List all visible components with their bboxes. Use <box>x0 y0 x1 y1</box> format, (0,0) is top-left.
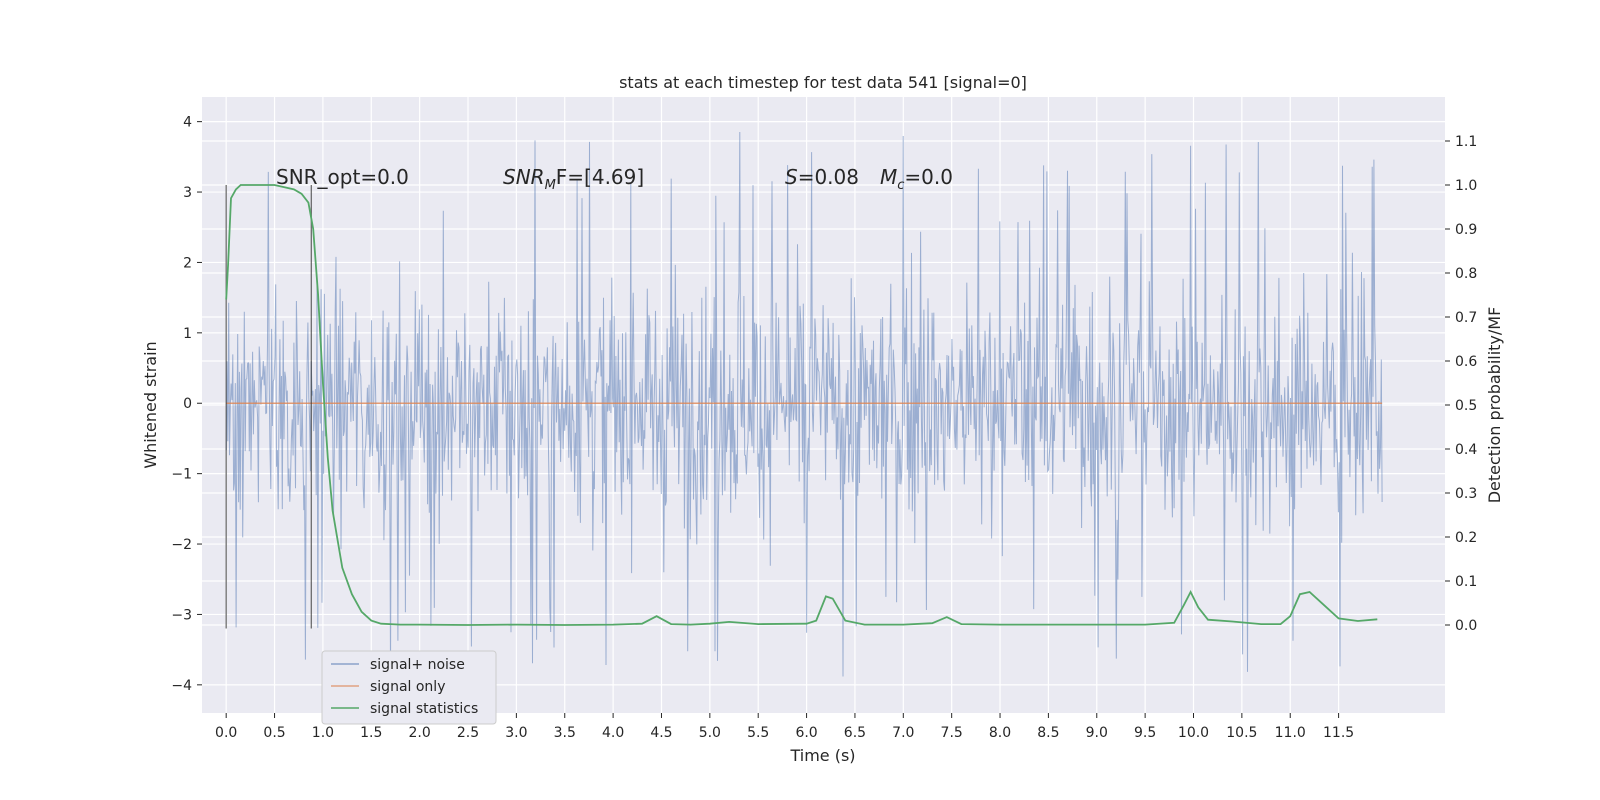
annotation-mc: Mc=0.0 <box>880 165 953 193</box>
mc-val: =0.0 <box>904 165 953 189</box>
y-tick-label-left: −3 <box>171 607 192 623</box>
y-tick-label-left: 2 <box>183 255 192 271</box>
x-tick-label: 2.0 <box>409 725 431 741</box>
s-val: =0.08 <box>798 165 859 189</box>
legend-label-signal: signal only <box>370 679 445 695</box>
legend-box <box>321 650 497 725</box>
snr-mf-rest: F=[4.69] <box>556 165 644 189</box>
y-tick-label-right: 0.2 <box>1455 530 1477 546</box>
y-axis-label-right: Detection probability/MF <box>1485 307 1504 504</box>
x-tick-label: 9.5 <box>1134 725 1156 741</box>
y-tick-label-left: −4 <box>171 678 192 694</box>
x-tick-label: 4.5 <box>650 725 672 741</box>
x-tick-label: 7.0 <box>892 725 914 741</box>
y-tick-label-right: 0.0 <box>1455 618 1477 634</box>
x-tick-label: 11.0 <box>1275 725 1306 741</box>
annotation-s: S=0.08 <box>785 165 859 189</box>
y-tick-label-right: 1.0 <box>1455 178 1477 194</box>
y-tick-label-right: 0.9 <box>1455 222 1477 238</box>
x-axis-label: Time (s) <box>789 746 855 765</box>
x-tick-label: 0.0 <box>215 725 237 741</box>
y-tick-label-left: 3 <box>183 185 192 201</box>
legend-label-noise: signal+ noise <box>370 657 465 673</box>
x-tick-label: 3.5 <box>554 725 576 741</box>
x-tick-label: 11.5 <box>1323 725 1354 741</box>
x-tick-label: 10.0 <box>1178 725 1209 741</box>
x-tick-label: 6.5 <box>844 725 866 741</box>
snr-mf-sub: M <box>545 178 556 193</box>
annotation-snr-opt: SNR_opt=0.0 <box>276 165 409 189</box>
x-tick-label: 5.5 <box>747 725 769 741</box>
y-tick-label-left: −1 <box>171 467 192 483</box>
legend-label-stats: signal statistics <box>370 701 478 717</box>
y-tick-label-left: 4 <box>183 115 192 131</box>
x-tick-label: 4.0 <box>602 725 624 741</box>
x-tick-label: 6.0 <box>795 725 817 741</box>
x-tick-label: 1.0 <box>312 725 334 741</box>
x-tick-label: 8.0 <box>989 725 1011 741</box>
y-tick-label-left: −2 <box>171 537 192 553</box>
mc-sub: c <box>897 178 904 193</box>
series-signal-noise <box>225 131 1383 677</box>
x-tick-label: 0.5 <box>263 725 285 741</box>
x-tick-label: 1.5 <box>360 725 382 741</box>
x-tick-label: 10.5 <box>1226 725 1257 741</box>
y-tick-label-left: 0 <box>183 396 192 412</box>
y-tick-label-right: 0.7 <box>1455 310 1477 326</box>
traces <box>225 131 1383 677</box>
s-var: S <box>785 165 798 189</box>
x-tick-label: 3.0 <box>505 725 527 741</box>
x-tick-label: 7.5 <box>941 725 963 741</box>
y-tick-label-left: 1 <box>183 326 192 342</box>
series-signal-statistics <box>225 184 1378 626</box>
legend: signal+ noise signal only signal statist… <box>321 650 497 725</box>
y-tick-label-right: 0.4 <box>1455 442 1477 458</box>
chart-title: stats at each timestep for test data 541… <box>619 73 1027 92</box>
y-axis-label-left: Whitened strain <box>141 341 160 468</box>
annotation-snr-mf: SNRMF=[4.69] <box>503 165 644 193</box>
snr-mf-base: SNR <box>503 165 545 189</box>
y-tick-label-right: 0.6 <box>1455 354 1477 370</box>
x-tick-label: 5.0 <box>699 725 721 741</box>
y-tick-label-right: 0.5 <box>1455 398 1477 414</box>
x-tick-label: 8.5 <box>1037 725 1059 741</box>
y-tick-label-right: 1.1 <box>1455 134 1477 150</box>
x-tick-label: 2.5 <box>457 725 479 741</box>
y-tick-label-right: 0.8 <box>1455 266 1477 282</box>
ticks: 0.0 0.5 1.0 1.5 2.0 2.5 3.0 3.5 4.0 4.5 5.0 5.5 6.0 6… <box>171 115 1477 741</box>
x-tick-label: 9.0 <box>1086 725 1108 741</box>
y-tick-label-right: 0.1 <box>1455 574 1477 590</box>
mc-var: M <box>880 165 897 189</box>
y-tick-label-right: 0.3 <box>1455 486 1477 502</box>
